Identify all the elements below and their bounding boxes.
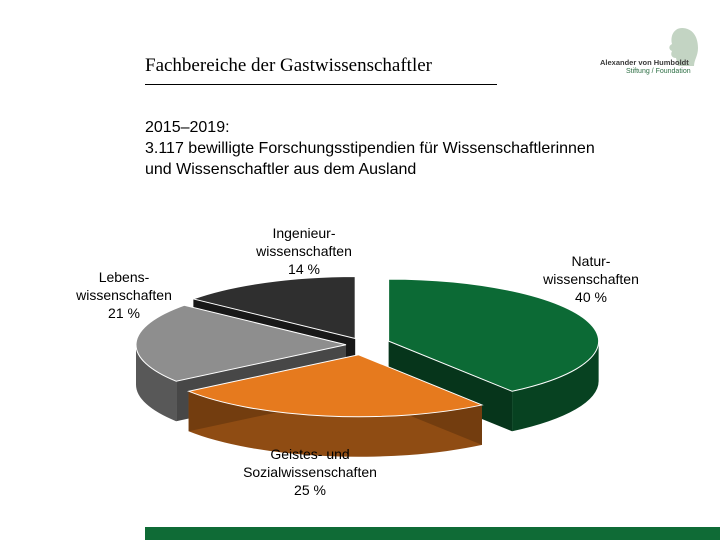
label-geistes-line-3: 25 %: [294, 482, 326, 498]
chart-subtitle: 2015–2019: 3.117 bewilligte Forschungsst…: [145, 117, 705, 180]
label-ingenieur-line-1: Ingenieur-: [272, 225, 336, 241]
subtitle-line-1: 2015–2019:: [145, 119, 230, 136]
label-ingenieur-line-2: wissenschaften: [256, 243, 352, 259]
label-geistes: Geistes- und Sozialwissenschaften 25 %: [220, 445, 400, 499]
pie-side-natur: [512, 341, 599, 432]
subtitle-line-2: 3.117 bewilligte Forschungsstipendien fü…: [145, 140, 595, 157]
label-ingenieur-line-3: 14 %: [288, 261, 320, 277]
label-natur-line-3: 40 %: [575, 289, 607, 305]
logo-text-foundation: Stiftung / Foundation: [626, 68, 691, 75]
title-underline: [145, 84, 497, 85]
label-natur: Natur- wissenschaften 40 %: [528, 252, 654, 306]
label-ingenieur: Ingenieur- wissenschaften 14 %: [236, 224, 372, 278]
pie-slice-leben: [135, 304, 347, 382]
subtitle-line-3: und Wissenschaftler aus dem Ausland: [145, 161, 417, 178]
label-natur-line-1: Natur-: [571, 253, 611, 269]
label-leben-line-3: 21 %: [108, 305, 140, 321]
pie-slice-ingenieur: [191, 275, 356, 340]
label-geistes-line-2: Sozialwissenschaften: [243, 464, 377, 480]
brand-bar: [145, 527, 720, 540]
logo-text-name: Alexander von Humboldt: [600, 58, 689, 67]
label-leben-line-1: Lebens-: [98, 269, 150, 285]
pie-slice-geistes: [186, 354, 484, 418]
label-natur-line-2: wissenschaften: [543, 271, 639, 287]
pie-side-geistes: [188, 391, 482, 457]
label-geistes-line-1: Geistes- und: [270, 446, 350, 462]
label-leben: Lebens- wissenschaften 21 %: [56, 268, 192, 322]
label-leben-line-2: wissenschaften: [76, 287, 172, 303]
humboldt-logo-icon: [669, 28, 698, 66]
pie-slice-natur: [388, 278, 600, 392]
page-title: Fachbereiche der Gastwissenschaftler: [145, 55, 432, 76]
